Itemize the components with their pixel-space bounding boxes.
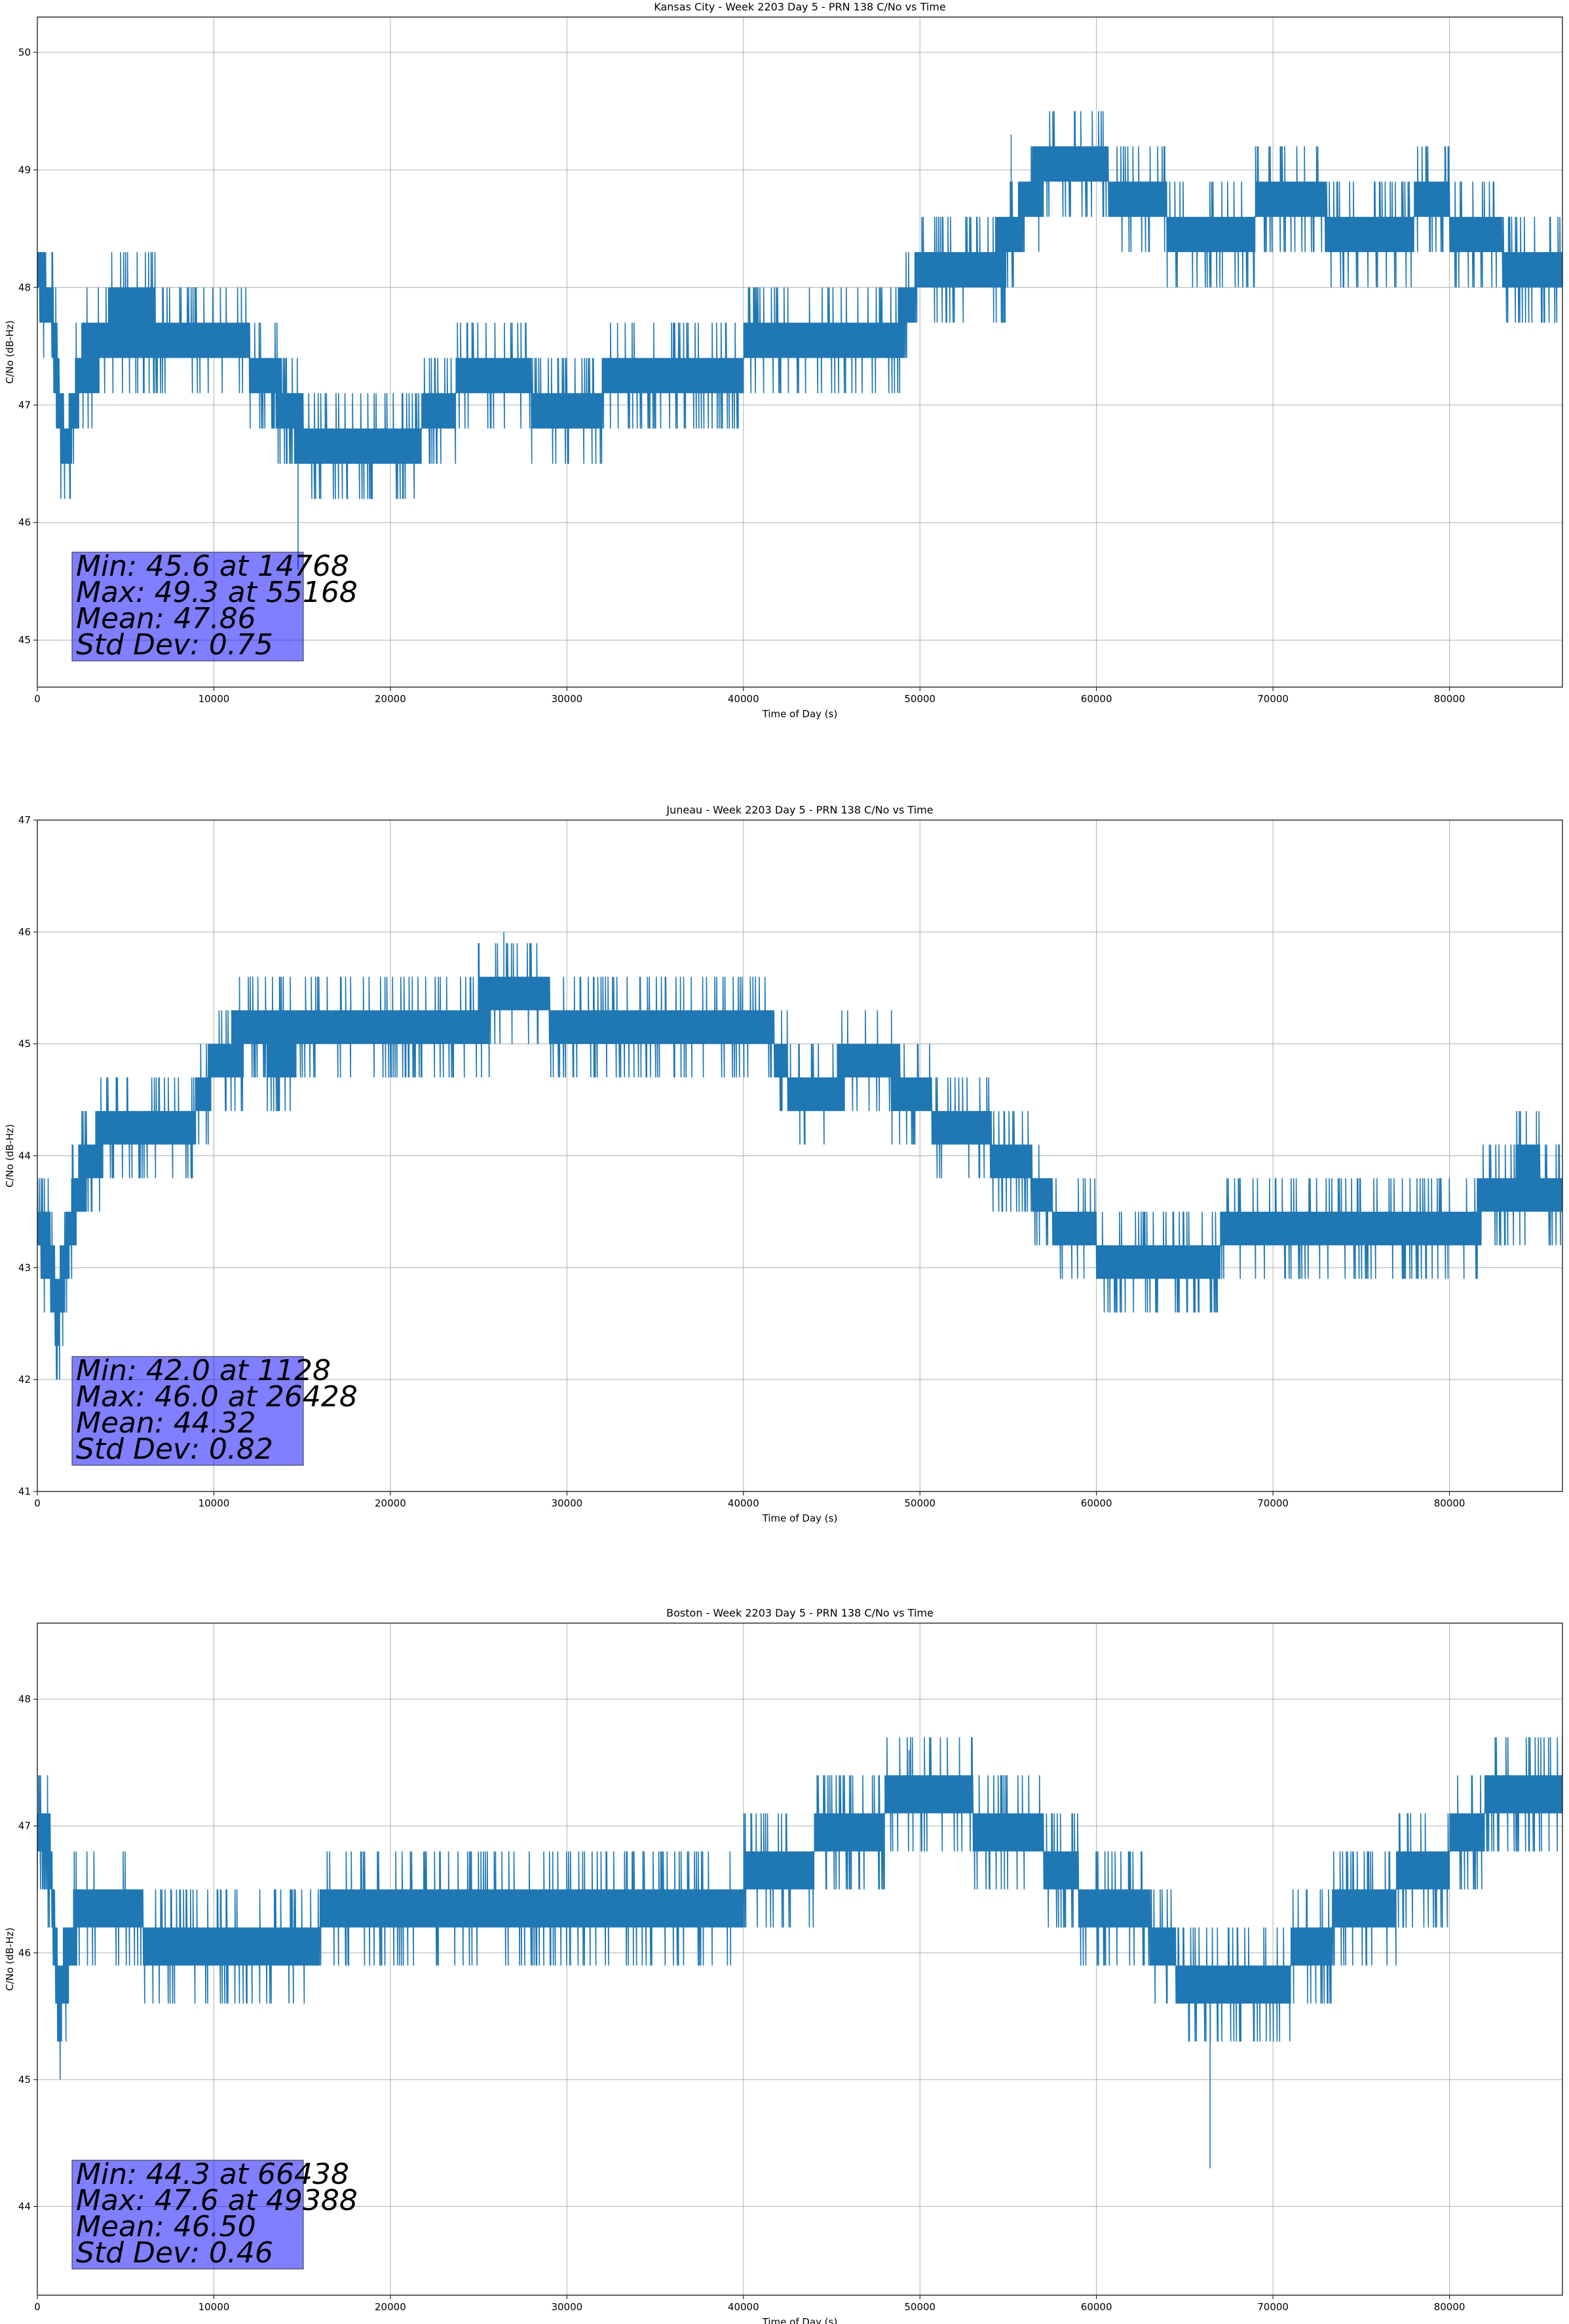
- y-tick-label: 47: [18, 814, 31, 826]
- series-line: [37, 931, 1562, 1380]
- x-tick-label: 0: [34, 2301, 41, 2313]
- stat-mean: Mean: 46.50: [76, 2210, 256, 2243]
- stats-box-bg: [71, 2160, 304, 2270]
- stat-stddev: Std Dev: 0.75: [76, 628, 273, 662]
- y-tick-label: 49: [18, 164, 31, 176]
- x-tick-label: 20000: [375, 693, 406, 705]
- x-tick-label: 70000: [1257, 1497, 1289, 1509]
- x-tick-label: 30000: [551, 1497, 582, 1509]
- chart-title: Kansas City - Week 2203 Day 5 - PRN 138 …: [654, 1, 945, 13]
- cno-trace: [37, 111, 1562, 499]
- chart-3: 0 10000 20000 30000 40000 50000 60000 70000 8000…: [4, 1607, 1563, 2324]
- series-line: [37, 1737, 1562, 2169]
- y-tick-label: 47: [18, 399, 31, 411]
- x-tick-label: 50000: [904, 693, 936, 705]
- axes-frame: [37, 16, 1563, 688]
- x-tick-label: 30000: [551, 2301, 582, 2313]
- x-axis-label: Time of Day (s): [762, 708, 838, 720]
- chart-1: 0 10000 20000 30000 40000 50000 60000 70000 8000…: [4, 1, 1563, 720]
- x-axis-label: Time of Day (s): [762, 2316, 838, 2324]
- x-tick-label: 70000: [1257, 2301, 1289, 2313]
- stat-stddev: Std Dev: 0.82: [76, 1433, 273, 1466]
- x-tick-label: 20000: [375, 2301, 406, 2313]
- stats-box-bg: [71, 552, 304, 662]
- x-tick-label: 50000: [904, 2301, 936, 2313]
- x-tick-label: 60000: [1081, 2301, 1112, 2313]
- y-axis-label: C/No (dB-Hz): [4, 1928, 16, 1991]
- y-axis-label: C/No (dB-Hz): [4, 320, 16, 384]
- y-tick-label: 44: [18, 2200, 31, 2212]
- x-tick-label: 40000: [728, 1497, 759, 1509]
- x-axis-label: Time of Day (s): [762, 1512, 838, 1524]
- x-tick-label: 50000: [904, 1497, 936, 1509]
- y-tick-label: 41: [18, 1486, 31, 1497]
- y-tick-label: 42: [18, 1374, 31, 1385]
- stat-mean: Mean: 47.86: [76, 602, 256, 635]
- y-tick-label: 48: [18, 1693, 31, 1705]
- cno-trace: [37, 943, 1562, 1380]
- y-tick-label: 46: [18, 926, 31, 938]
- y-tick-label: 43: [18, 1262, 31, 1273]
- x-tick-label: 80000: [1434, 693, 1465, 705]
- stat-mean: Mean: 44.32: [76, 1406, 256, 1440]
- stat-max: Max: 46.0 at 26428: [76, 1380, 358, 1414]
- chart-title: Boston - Week 2203 Day 5 - PRN 138 C/No …: [666, 1607, 934, 1619]
- stat-stddev: Std Dev: 0.46: [76, 2236, 273, 2270]
- x-tick-label: 10000: [198, 1497, 230, 1509]
- x-tick-label: 10000: [198, 693, 230, 705]
- y-tick-label: 47: [18, 1820, 31, 1832]
- y-tick-label: 45: [18, 1038, 31, 1050]
- x-tick-label: 80000: [1434, 1497, 1465, 1509]
- stat-min: Min: 44.3 at 66438: [76, 2158, 349, 2191]
- cno-trace: [37, 1737, 1562, 2080]
- x-tick-label: 20000: [375, 1497, 406, 1509]
- chart-2: 0 10000 20000 30000 40000 50000 60000 70000 8000…: [4, 804, 1563, 1524]
- stat-max: Max: 47.6 at 49388: [76, 2184, 358, 2217]
- x-tick-label: 0: [34, 693, 41, 705]
- y-tick-label: 45: [18, 634, 31, 646]
- stat-min: Min: 42.0 at 1128: [76, 1354, 331, 1387]
- x-tick-label: 40000: [728, 2301, 759, 2313]
- stat-max: Max: 49.3 at 55168: [76, 576, 358, 609]
- x-tick-label: 70000: [1257, 693, 1289, 705]
- y-tick-label: 46: [18, 517, 31, 529]
- stats-box-bg: [71, 1356, 304, 1466]
- x-tick-label: 10000: [198, 2301, 230, 2313]
- x-tick-label: 40000: [728, 693, 759, 705]
- y-tick-label: 46: [18, 1947, 31, 1959]
- x-tick-label: 0: [34, 1497, 41, 1509]
- y-tick-label: 48: [18, 282, 31, 293]
- axes-frame: [37, 1622, 1563, 2296]
- y-axis-label: C/No (dB-Hz): [4, 1124, 16, 1188]
- y-tick-label: 44: [18, 1150, 31, 1162]
- series-line: [37, 111, 1562, 570]
- x-tick-label: 60000: [1081, 1497, 1112, 1509]
- y-tick-label: 50: [18, 47, 31, 58]
- y-tick-label: 45: [18, 2074, 31, 2086]
- stat-min: Min: 45.6 at 14768: [76, 550, 349, 583]
- chart-title: Juneau - Week 2203 Day 5 - PRN 138 C/No …: [666, 804, 933, 816]
- x-tick-label: 80000: [1434, 2301, 1465, 2313]
- x-tick-label: 30000: [551, 693, 582, 705]
- x-tick-label: 60000: [1081, 693, 1112, 705]
